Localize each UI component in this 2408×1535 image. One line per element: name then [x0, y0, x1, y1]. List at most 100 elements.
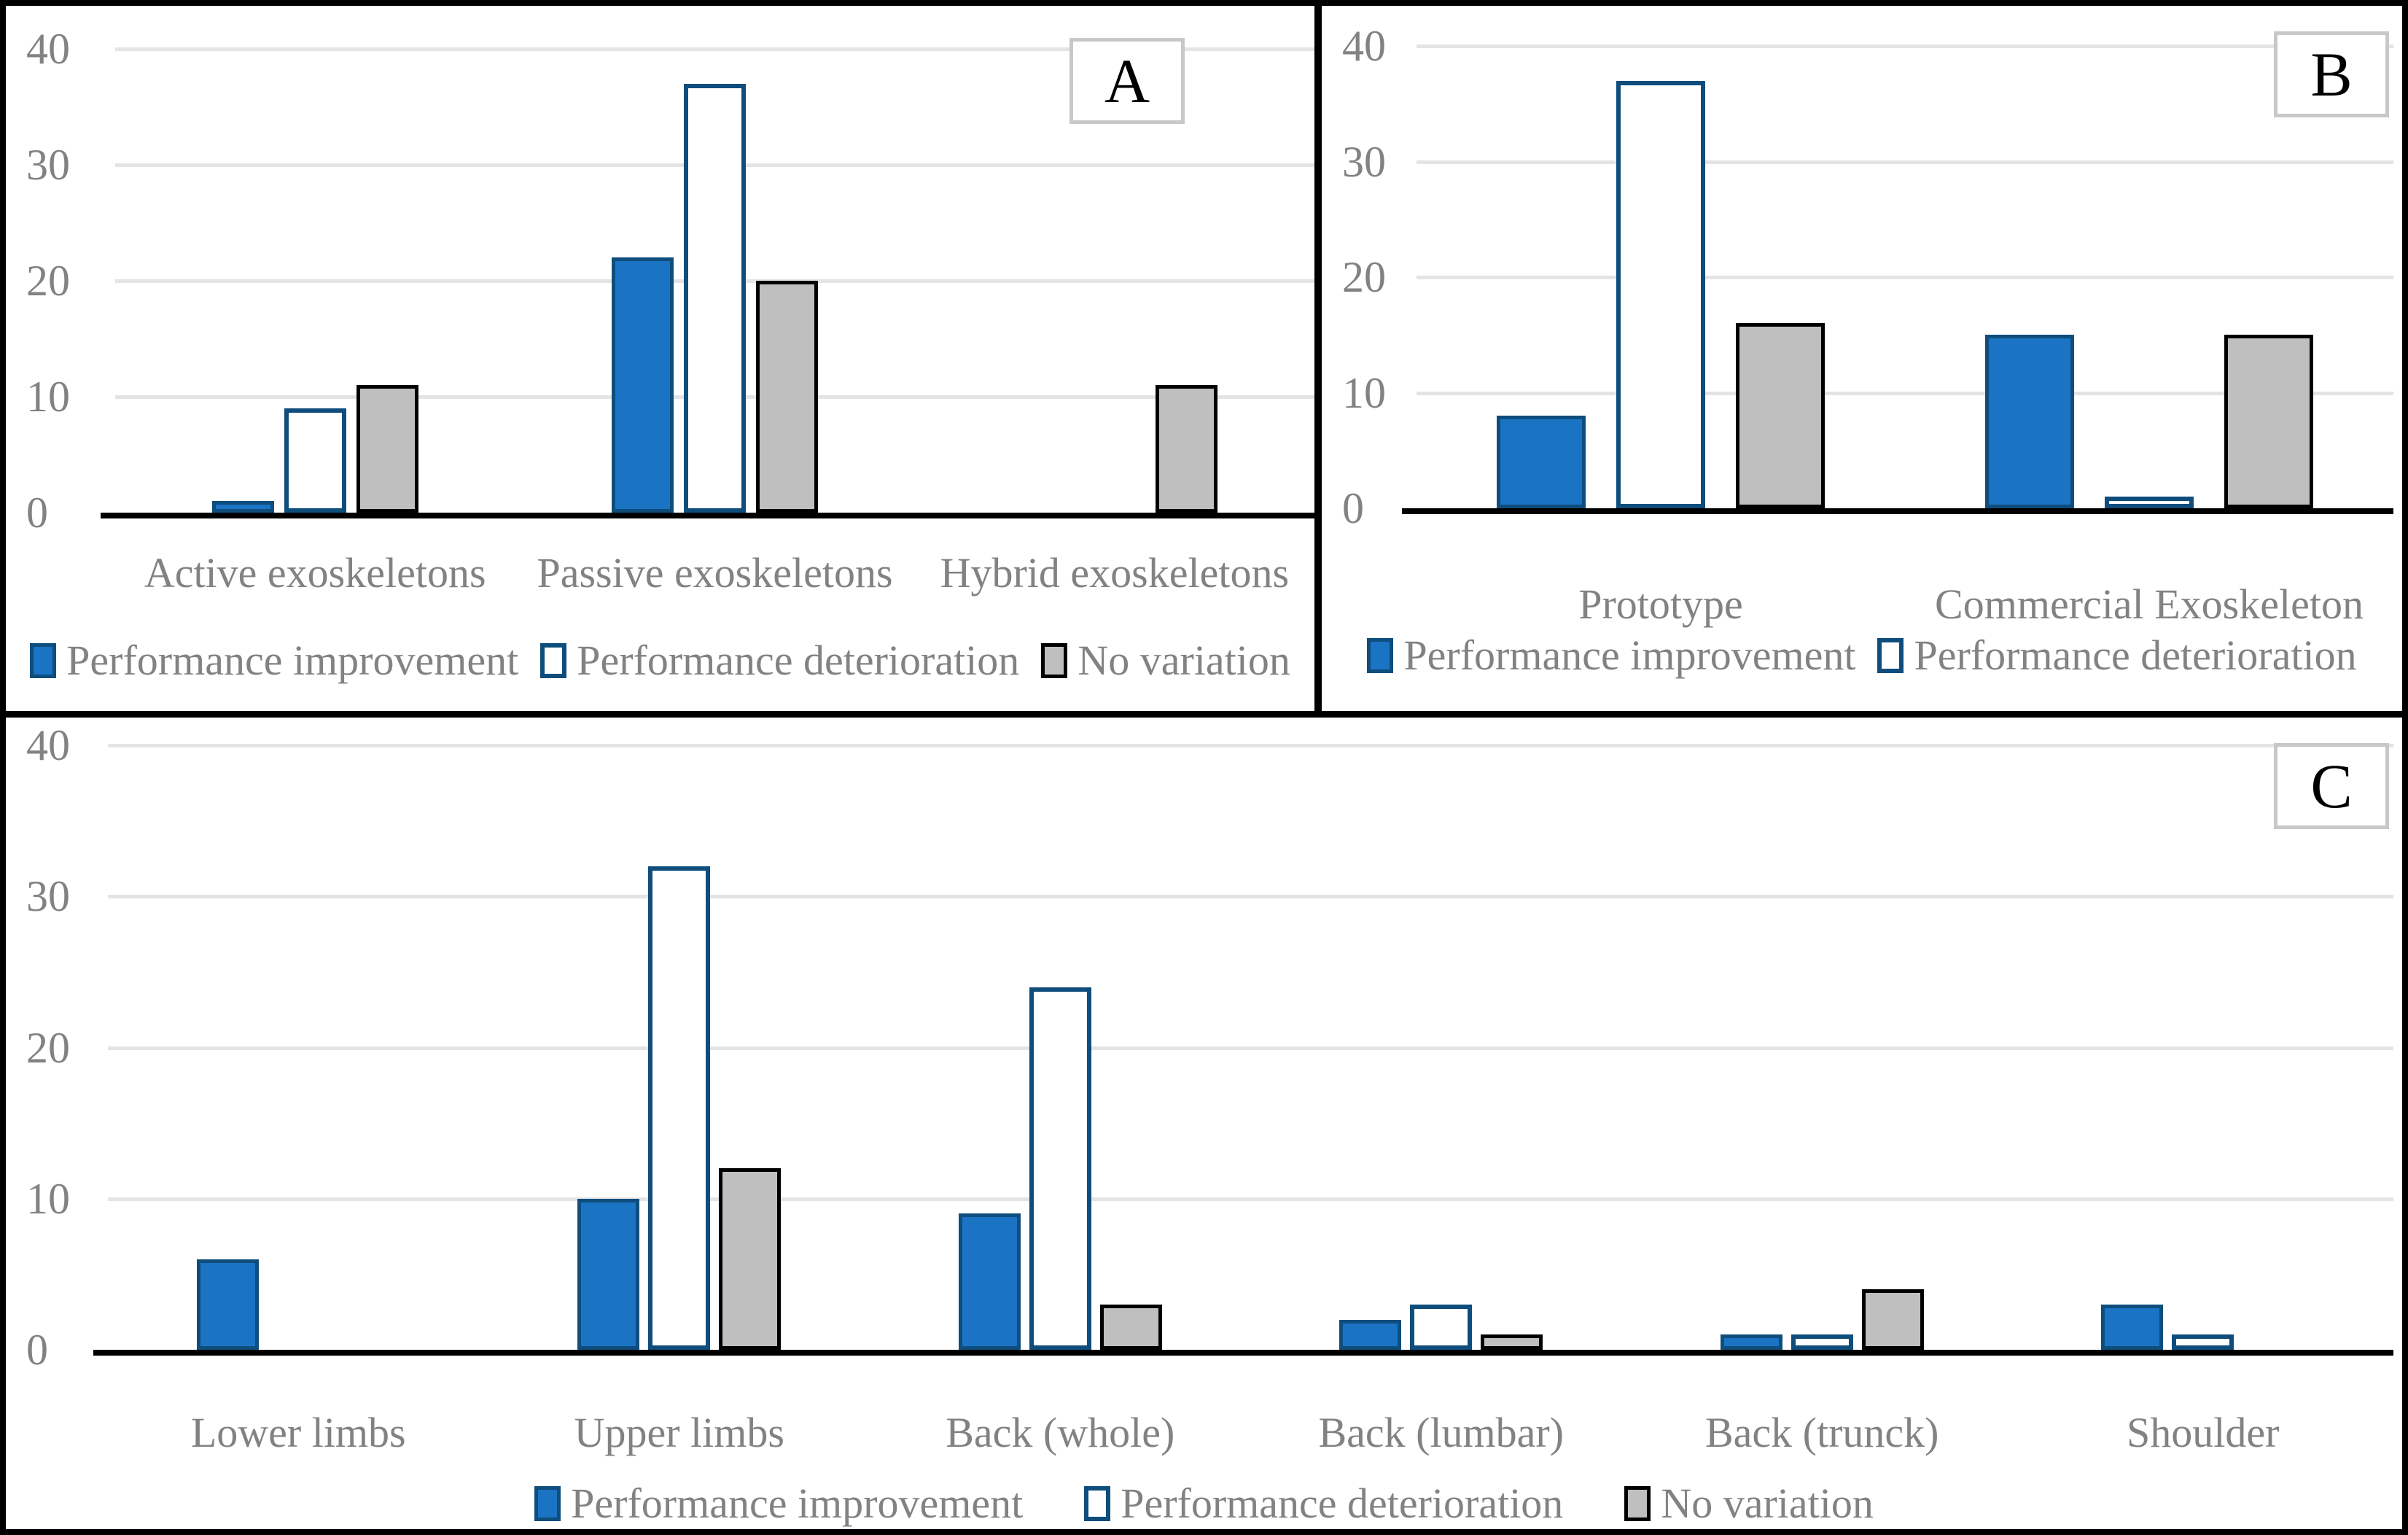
legend: Performance improvement Performance deter…: [1322, 633, 2402, 678]
legend-label-performance-improvement: Performance improvement: [1403, 632, 1856, 679]
legend-item-performance-improvement: Performance improvement: [30, 638, 518, 683]
category-label-commercial-exoskeleton: Commercial Exoskeleton: [1935, 580, 2364, 628]
legend-item-performance-improvement: Performance improvement: [1367, 633, 1855, 678]
gridline-y-40: [1417, 44, 2393, 48]
bar-performance-deterioration-prototype: [1616, 80, 1705, 508]
legend-swatch-no-variation: [1041, 643, 1068, 678]
legend-label-no-variation: No variation: [1661, 1480, 1874, 1527]
bar-performance-deterioration-back-whole: [1029, 987, 1091, 1350]
category-labels: Prototype Commercial Exoskeleton: [1417, 582, 2393, 627]
legend-label-performance-deterioration: Performance deterioration: [1121, 1480, 1564, 1527]
y-tick-label-10: 10: [1342, 368, 1386, 417]
legend-label-no-variation: No variation: [1078, 637, 1290, 684]
category-label-lower-limbs: Lower limbs: [190, 1409, 406, 1456]
bar-no-variation-prototype: [1736, 323, 1825, 508]
bar-performance-improvement-prototype: [1497, 416, 1586, 508]
bar-no-variation-passive-exoskeletons: [755, 281, 818, 513]
legend: Performance improvement Performance deter…: [6, 1481, 2402, 1526]
category-label-hybrid-exoskeletons: Hybrid exoskeletons: [940, 549, 1290, 596]
bar-group-commercial-exoskeleton: [1905, 46, 2393, 508]
panel-a: A 0 10 20 30 40 Active exoskeletons Passive ex…: [6, 6, 1314, 711]
bar-no-variation-active-exoskeletons: [356, 385, 418, 513]
bar-no-variation-back-lumbar: [1481, 1334, 1543, 1350]
y-tick-label-0: 0: [26, 489, 48, 537]
legend-swatch-performance-improvement: [30, 643, 57, 678]
bar-group-lower-limbs: [108, 745, 489, 1350]
bar-no-variation-back-whole: [1099, 1304, 1162, 1350]
category-label-back-lumbar: Back (lumbar): [1318, 1409, 1565, 1456]
y-tick-label-40: 40: [26, 721, 70, 769]
legend-swatch-performance-deterioration: [1084, 1486, 1111, 1521]
bar-performance-improvement-upper-limbs: [577, 1198, 640, 1350]
gridline-y-30: [1417, 160, 2393, 164]
panel-b: B 0 10 20 30 40 Prototype Commercial Exoskelet…: [1322, 6, 2402, 711]
legend-item-performance-deterioration: Performance deterioration: [1084, 1481, 1563, 1526]
legend-swatch-performance-improvement: [1367, 638, 1394, 673]
legend-swatch-performance-improvement: [534, 1486, 561, 1521]
bar-performance-deterioration-back-trunck: [1791, 1334, 1853, 1350]
legend-swatch-performance-deterioration: [540, 643, 567, 678]
y-tick-label-30: 30: [26, 141, 70, 189]
y-tick-label-40: 40: [26, 25, 70, 73]
bar-no-variation-commercial-exoskeleton: [2224, 335, 2313, 508]
bar-performance-deterioration-active-exoskeletons: [284, 408, 346, 513]
bar-group-shoulder: [2013, 745, 2394, 1350]
legend-item-no-variation: No variation: [1041, 638, 1290, 683]
legend-item-performance-deterioration: Performance deterioration: [540, 638, 1019, 683]
bar-performance-improvement-commercial-exoskeleton: [1985, 335, 2074, 508]
bar-performance-deterioration-shoulder: [2172, 1334, 2234, 1350]
plot-area: [108, 745, 2393, 1350]
panel-label-c: C: [2274, 743, 2389, 829]
x-axis-line: [101, 513, 1314, 518]
legend-label-performance-improvement: Performance improvement: [66, 637, 519, 684]
plot-area: [115, 49, 1314, 513]
y-tick-label-30: 30: [1342, 137, 1386, 186]
bar-performance-deterioration-upper-limbs: [648, 866, 711, 1350]
y-tick-label-20: 20: [26, 257, 70, 305]
bar-performance-deterioration-passive-exoskeletons: [683, 83, 746, 513]
legend-item-performance-deterioration: Performance deterioration: [1877, 632, 2357, 679]
category-label-passive-exoskeletons: Passive exoskeletons: [537, 549, 893, 596]
gridline-y-30: [108, 895, 2393, 899]
legend-label-performance-deterioration: Performance deterioration: [577, 637, 1020, 684]
category-labels: Active exoskeletons Passive exoskeletons H…: [115, 551, 1314, 596]
gridline-y-10: [108, 1197, 2393, 1201]
category-label-prototype: Prototype: [1578, 580, 1743, 628]
panel-divider-horizontal: [6, 711, 2402, 718]
bar-performance-improvement-back-whole: [958, 1213, 1021, 1350]
legend: Performance improvement Performance deter…: [6, 638, 1314, 683]
category-label-upper-limbs: Upper limbs: [574, 1409, 784, 1456]
legend-label-performance-deterioration: Performance deterioration: [1914, 632, 2357, 679]
bar-group-upper-limbs: [489, 745, 870, 1350]
y-tick-label-20: 20: [26, 1023, 70, 1072]
bar-group-prototype: [1417, 46, 1905, 508]
plot-area: [1417, 46, 2393, 508]
y-tick-label-10: 10: [26, 373, 70, 421]
category-label-back-whole: Back (whole): [946, 1409, 1175, 1456]
bar-performance-improvement-passive-exoskeletons: [611, 257, 674, 513]
y-tick-label-0: 0: [26, 1326, 48, 1374]
category-label-active-exoskeletons: Active exoskeletons: [144, 549, 486, 596]
bar-performance-improvement-lower-limbs: [196, 1259, 259, 1350]
gridline-y-40: [115, 47, 1314, 51]
bar-performance-deterioration-commercial-exoskeleton: [2105, 497, 2194, 508]
panel-label-a: A: [1069, 38, 1185, 124]
bar-performance-improvement-back-lumbar: [1339, 1319, 1402, 1350]
category-labels: Lower limbs Upper limbs Back (whole) Back (…: [108, 1410, 2393, 1456]
category-label-shoulder: Shoulder: [2127, 1409, 2280, 1456]
legend-swatch-no-variation: [1624, 1486, 1651, 1521]
gridline-y-20: [1417, 276, 2393, 279]
bar-group-back-trunck: [1632, 745, 2013, 1350]
bar-no-variation-hybrid-exoskeletons: [1156, 385, 1218, 513]
panel-label-b: B: [2274, 31, 2389, 117]
bar-no-variation-upper-limbs: [719, 1168, 782, 1350]
bar-performance-improvement-active-exoskeletons: [211, 501, 274, 513]
gridline-y-20: [108, 1046, 2393, 1050]
legend-item-no-variation: No variation: [1624, 1481, 1874, 1526]
legend-label-performance-improvement: Performance improvement: [571, 1480, 1024, 1527]
gridline-y-40: [108, 744, 2393, 747]
bar-performance-improvement-back-trunck: [1720, 1334, 1782, 1350]
y-tick-label-0: 0: [1342, 484, 1364, 532]
bar-performance-improvement-shoulder: [2101, 1304, 2164, 1350]
